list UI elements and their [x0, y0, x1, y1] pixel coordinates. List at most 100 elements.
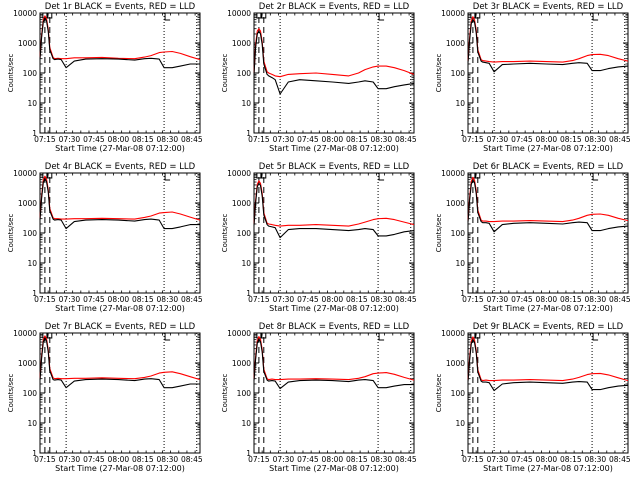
x-tick-label: 08:45: [395, 135, 417, 144]
y-tick-label: 1000: [18, 39, 37, 48]
y-tick-label: 1: [32, 449, 37, 458]
x-tick-label: 08:00: [322, 135, 344, 144]
series-line-lld: [39, 15, 201, 61]
x-tick-label: 08:00: [536, 455, 558, 464]
x-tick-label: 07:30: [273, 295, 295, 304]
x-tick-label: 07:30: [273, 135, 295, 144]
x-tick-label: 08:00: [536, 135, 558, 144]
x-tick-label: 07:45: [83, 455, 105, 464]
x-tick-label: 08:00: [536, 295, 558, 304]
x-tick-label: 08:30: [157, 455, 179, 464]
series-line-events: [39, 17, 200, 69]
panel-title: Det 3r BLACK = Events, RED = LLD: [473, 2, 624, 12]
panel-2: Det 2r BLACK = Events, RED = LLD 1 10 100 10…: [221, 2, 417, 153]
y-tick-label: 10: [27, 419, 37, 428]
x-tick-label: 08:15: [346, 455, 368, 464]
panel-4: Det 4r BLACK = Events, RED = LLD 1 10 100 10…: [7, 162, 203, 313]
interval-bracket-mark: [164, 333, 171, 341]
x-axis-label: Start Time (27-Mar-08 07:12:00): [55, 464, 185, 473]
series-line-events: [253, 338, 414, 390]
y-tick-label: 10: [27, 259, 37, 268]
y-tick-label: 1: [460, 129, 465, 138]
y-axis-label: Counts/sec: [435, 374, 443, 413]
series-line-events: [467, 179, 629, 233]
x-tick-label: 07:15: [248, 135, 270, 144]
x-axis-label: Start Time (27-Mar-08 07:12:00): [269, 464, 399, 473]
series-line-lld: [253, 28, 415, 78]
y-tick-label: 1000: [18, 359, 37, 368]
x-tick-label: 07:30: [59, 295, 81, 304]
y-axis-label: Counts/sec: [435, 54, 443, 93]
x-tick-label: 08:15: [560, 295, 582, 304]
x-tick-label: 08:15: [346, 295, 368, 304]
y-axis-label: Counts/sec: [7, 214, 15, 253]
y-axis-label: Counts/sec: [435, 214, 443, 253]
interval-bracket-mark: [164, 13, 171, 21]
x-tick-label: 08:00: [322, 455, 344, 464]
y-tick-label: 10000: [13, 9, 37, 18]
series-line-events: [39, 178, 200, 230]
series-line-events: [467, 339, 629, 392]
y-tick-label: 1000: [232, 359, 251, 368]
x-tick-label: 07:30: [487, 455, 509, 464]
y-tick-label: 1: [32, 129, 37, 138]
y-tick-label: 1000: [232, 39, 251, 48]
y-tick-label: 1: [246, 449, 251, 458]
panel-9: Det 9r BLACK = Events, RED = LLD 1 10 100 10…: [435, 322, 631, 473]
x-tick-label: 07:30: [273, 455, 295, 464]
x-axis-label: Start Time (27-Mar-08 07:12:00): [269, 304, 399, 313]
y-tick-label: 1: [246, 129, 251, 138]
x-tick-label: 07:45: [297, 295, 319, 304]
panel-title: Det 5r BLACK = Events, RED = LLD: [259, 162, 410, 172]
y-axis-label: Counts/sec: [221, 214, 229, 253]
y-axis-label: Counts/sec: [221, 54, 229, 93]
x-tick-label: 07:15: [34, 295, 56, 304]
panel-7: Det 7r BLACK = Events, RED = LLD 1 10 100 10…: [7, 322, 203, 473]
series-line-lld: [253, 180, 415, 227]
interval-bracket-mark: [592, 173, 599, 181]
panel-5: Det 5r BLACK = Events, RED = LLD 1 10 100 10…: [221, 162, 417, 313]
series-line-events: [253, 30, 415, 95]
plot-frame: [253, 12, 415, 134]
x-tick-label: 08:45: [395, 455, 417, 464]
x-tick-label: 07:15: [462, 455, 484, 464]
y-tick-label: 10000: [441, 9, 465, 18]
y-axis-label: Counts/sec: [7, 374, 15, 413]
x-axis-label: Start Time (27-Mar-08 07:12:00): [55, 144, 185, 153]
y-tick-label: 100: [23, 69, 38, 78]
plot-frame: [39, 332, 201, 454]
x-tick-label: 07:15: [248, 455, 270, 464]
x-tick-label: 08:30: [371, 295, 393, 304]
x-tick-label: 08:45: [609, 295, 631, 304]
y-tick-label: 100: [23, 229, 38, 238]
x-tick-label: 07:15: [462, 295, 484, 304]
panel-title: Det 2r BLACK = Events, RED = LLD: [259, 2, 410, 12]
x-axis-label: Start Time (27-Mar-08 07:12:00): [483, 304, 613, 313]
x-tick-label: 07:30: [59, 455, 81, 464]
y-tick-label: 100: [237, 229, 252, 238]
interval-bracket-mark: [592, 13, 599, 21]
x-tick-label: 08:30: [371, 455, 393, 464]
y-tick-label: 10: [241, 99, 251, 108]
y-tick-label: 100: [451, 69, 466, 78]
panel-8: Det 8r BLACK = Events, RED = LLD 1 10 100 10…: [221, 322, 417, 473]
plot-frame: [467, 12, 629, 134]
x-tick-label: 08:00: [322, 295, 344, 304]
interval-bracket-mark: [256, 13, 267, 19]
panel-title: Det 8r BLACK = Events, RED = LLD: [259, 322, 410, 332]
interval-bracket-mark: [164, 173, 171, 181]
y-tick-label: 1: [460, 289, 465, 298]
panel-title: Det 4r BLACK = Events, RED = LLD: [45, 162, 196, 172]
y-tick-label: 10: [241, 419, 251, 428]
y-tick-label: 10000: [227, 169, 251, 178]
y-tick-label: 1: [246, 289, 251, 298]
y-tick-label: 10000: [227, 9, 251, 18]
plot-frame: [39, 12, 201, 134]
plot-frame: [467, 172, 629, 294]
y-tick-label: 10: [241, 259, 251, 268]
interval-bracket-mark: [42, 173, 53, 179]
x-tick-label: 08:15: [132, 455, 154, 464]
y-tick-label: 1000: [18, 199, 37, 208]
x-axis-label: Start Time (27-Mar-08 07:12:00): [55, 304, 185, 313]
